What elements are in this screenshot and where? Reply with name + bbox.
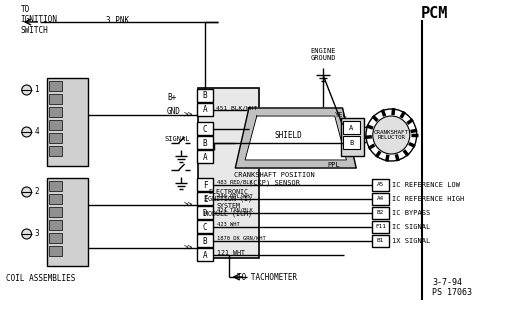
Text: 4: 4 bbox=[34, 128, 39, 137]
Text: 1X SIGNAL: 1X SIGNAL bbox=[392, 238, 431, 244]
Text: A4: A4 bbox=[377, 197, 384, 202]
Text: B1: B1 bbox=[377, 239, 384, 244]
Text: ENGINE
GROUND: ENGINE GROUND bbox=[310, 48, 336, 61]
Text: 2: 2 bbox=[34, 188, 39, 197]
Text: F: F bbox=[203, 180, 207, 189]
Bar bbox=[197, 192, 213, 205]
Polygon shape bbox=[235, 108, 356, 168]
Bar bbox=[343, 121, 360, 134]
Text: TO
IGNITION
SWITCH: TO IGNITION SWITCH bbox=[21, 5, 58, 35]
Bar bbox=[49, 81, 62, 91]
Text: B2: B2 bbox=[377, 211, 384, 216]
Text: IC BYPASS: IC BYPASS bbox=[392, 210, 431, 216]
Bar bbox=[372, 193, 389, 205]
Bar bbox=[372, 235, 389, 247]
Circle shape bbox=[22, 85, 32, 95]
Text: 483 RED/BLK: 483 RED/BLK bbox=[217, 180, 253, 185]
Text: IC REFERENCE HIGH: IC REFERENCE HIGH bbox=[392, 196, 464, 202]
Text: B+: B+ bbox=[167, 93, 176, 102]
Circle shape bbox=[366, 109, 417, 161]
Bar bbox=[372, 221, 389, 233]
Text: 424 TAN/BLK: 424 TAN/BLK bbox=[217, 208, 253, 213]
Bar bbox=[372, 179, 389, 191]
Text: A: A bbox=[349, 125, 354, 131]
Bar bbox=[49, 220, 62, 230]
Bar bbox=[341, 118, 364, 156]
Text: TO TACHOMETER: TO TACHOMETER bbox=[237, 273, 297, 282]
Bar bbox=[197, 234, 213, 247]
Text: PCM: PCM bbox=[421, 6, 448, 21]
Text: A: A bbox=[203, 105, 207, 114]
Circle shape bbox=[373, 116, 410, 154]
Bar bbox=[197, 136, 213, 149]
Text: >>: >> bbox=[184, 111, 193, 120]
Text: B: B bbox=[203, 236, 207, 245]
Bar bbox=[372, 207, 389, 219]
Text: CRANKSHAFT
RELUCTOR: CRANKSHAFT RELUCTOR bbox=[374, 130, 409, 140]
Bar bbox=[197, 178, 213, 191]
Text: PPL: PPL bbox=[327, 162, 340, 168]
Text: 423 WHT: 423 WHT bbox=[217, 222, 240, 227]
Text: 3-7-94: 3-7-94 bbox=[432, 278, 462, 287]
Text: 3 PNK: 3 PNK bbox=[106, 16, 129, 25]
Text: ELECTRONIC
IGNITION (I)
SYSTEM
MODULE (ICM): ELECTRONIC IGNITION (I) SYSTEM MODULE (I… bbox=[204, 189, 253, 217]
Text: SHIELD: SHIELD bbox=[274, 132, 302, 141]
Circle shape bbox=[22, 229, 32, 239]
Polygon shape bbox=[245, 116, 346, 160]
Text: 430 PPL/WHT: 430 PPL/WHT bbox=[217, 194, 253, 199]
Bar bbox=[49, 94, 62, 104]
Bar bbox=[197, 248, 213, 261]
Bar bbox=[49, 246, 62, 256]
Text: B: B bbox=[203, 138, 207, 147]
Bar bbox=[49, 233, 62, 243]
Text: B: B bbox=[349, 140, 354, 146]
Text: IC SIGNAL: IC SIGNAL bbox=[392, 224, 431, 230]
Bar bbox=[49, 207, 62, 217]
Text: SIGNAL: SIGNAL bbox=[164, 136, 190, 142]
Text: 451 BLK/WHT: 451 BLK/WHT bbox=[216, 106, 257, 111]
Bar bbox=[197, 89, 213, 102]
Bar bbox=[47, 78, 88, 166]
Bar bbox=[49, 120, 62, 130]
Text: GND: GND bbox=[167, 107, 181, 116]
Text: 1870 DK GRN/WHT: 1870 DK GRN/WHT bbox=[217, 236, 266, 241]
Bar bbox=[49, 194, 62, 204]
Text: B: B bbox=[203, 91, 207, 100]
Text: E: E bbox=[203, 194, 207, 203]
Bar bbox=[198, 88, 258, 258]
Circle shape bbox=[22, 187, 32, 197]
Text: COIL ASSEMBLIES: COIL ASSEMBLIES bbox=[6, 274, 75, 283]
Text: C: C bbox=[203, 222, 207, 231]
Bar bbox=[49, 133, 62, 143]
Text: A5: A5 bbox=[377, 183, 384, 188]
Text: CRANKSHAFT POSITION
(CKP) SENSOR: CRANKSHAFT POSITION (CKP) SENSOR bbox=[234, 172, 315, 185]
Text: D: D bbox=[203, 208, 207, 217]
Text: F11: F11 bbox=[375, 225, 386, 230]
Text: 121 WHT: 121 WHT bbox=[217, 250, 245, 256]
Text: PS 17063: PS 17063 bbox=[432, 288, 472, 297]
Text: 1: 1 bbox=[34, 86, 39, 95]
Bar bbox=[343, 136, 360, 149]
Text: 3: 3 bbox=[34, 230, 39, 239]
Text: >>: >> bbox=[184, 201, 193, 210]
Bar bbox=[197, 122, 213, 135]
Bar bbox=[197, 103, 213, 116]
Text: >>: >> bbox=[184, 244, 193, 253]
Circle shape bbox=[22, 127, 32, 137]
Bar bbox=[49, 146, 62, 156]
Bar bbox=[197, 150, 213, 163]
Bar bbox=[49, 107, 62, 117]
Text: A: A bbox=[203, 250, 207, 259]
Bar bbox=[47, 178, 88, 266]
Text: YEL: YEL bbox=[335, 112, 347, 118]
Text: IC REFERENCE LOW: IC REFERENCE LOW bbox=[392, 182, 460, 188]
Text: C: C bbox=[203, 124, 207, 133]
Bar bbox=[197, 206, 213, 219]
Bar bbox=[197, 220, 213, 233]
Text: A: A bbox=[203, 152, 207, 161]
Bar bbox=[49, 181, 62, 191]
